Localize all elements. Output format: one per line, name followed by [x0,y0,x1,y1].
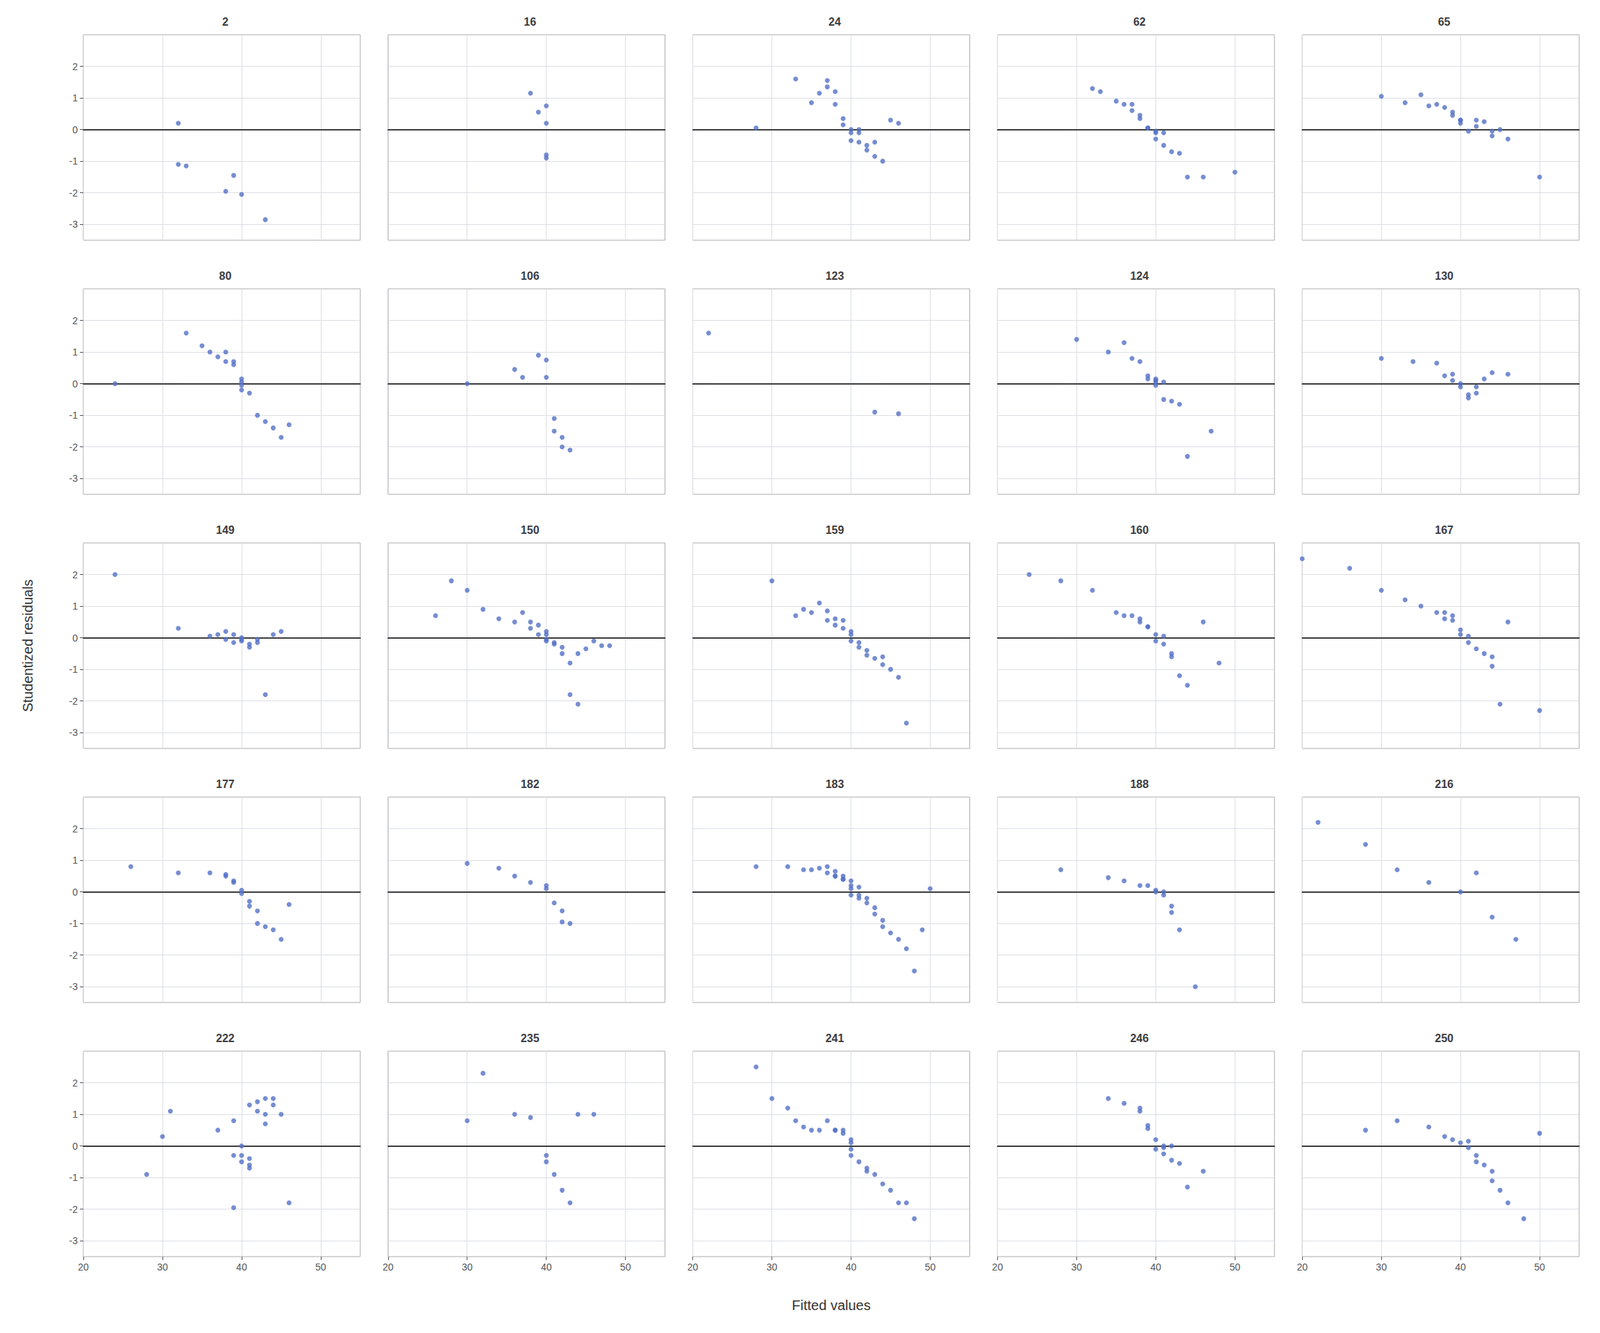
svg-text:65: 65 [1438,15,1451,28]
svg-text:2: 2 [72,315,78,327]
svg-text:123: 123 [825,270,845,282]
svg-text:-1: -1 [69,409,79,421]
svg-text:-1: -1 [69,155,79,167]
svg-text:30: 30 [461,1261,473,1273]
svg-text:-3: -3 [69,981,79,993]
svg-text:40: 40 [540,1261,553,1273]
svg-text:-2: -2 [69,950,79,962]
svg-text:222: 222 [215,1032,235,1045]
svg-text:20: 20 [992,1261,1004,1273]
svg-text:50: 50 [315,1261,327,1273]
svg-text:160: 160 [1129,524,1149,537]
svg-text:130: 130 [1434,270,1454,282]
svg-text:30: 30 [1071,1261,1083,1273]
svg-text:167: 167 [1434,524,1454,537]
svg-text:150: 150 [520,524,540,537]
svg-text:-1: -1 [69,663,79,675]
svg-text:0: 0 [72,632,78,644]
svg-text:-2: -2 [69,695,79,707]
svg-text:177: 177 [215,778,235,791]
svg-text:80: 80 [219,270,232,282]
svg-text:0: 0 [72,1140,78,1153]
svg-text:1: 1 [72,92,78,104]
svg-text:188: 188 [1129,778,1149,791]
svg-text:246: 246 [1129,1032,1149,1045]
svg-text:1: 1 [72,1109,78,1121]
svg-text:2: 2 [72,823,78,835]
svg-text:-3: -3 [69,472,79,485]
svg-text:-2: -2 [69,187,79,199]
svg-text:2: 2 [222,15,229,28]
svg-text:-3: -3 [69,1235,79,1247]
svg-text:Fitted values: Fitted values [791,1297,871,1314]
svg-text:20: 20 [1296,1261,1308,1273]
svg-text:241: 241 [825,1032,845,1045]
svg-text:30: 30 [156,1261,169,1273]
svg-text:20: 20 [687,1261,699,1273]
svg-text:-2: -2 [69,441,79,453]
svg-text:124: 124 [1129,270,1149,282]
svg-text:20: 20 [77,1261,89,1273]
svg-text:30: 30 [766,1261,778,1273]
svg-text:-3: -3 [69,727,79,739]
svg-text:40: 40 [1454,1261,1466,1273]
svg-text:250: 250 [1434,1032,1454,1045]
svg-text:Studentized residuals: Studentized residuals [20,579,36,712]
svg-text:235: 235 [520,1032,540,1045]
svg-text:182: 182 [520,778,540,791]
svg-text:0: 0 [72,378,78,390]
svg-text:106: 106 [520,270,540,282]
svg-text:-2: -2 [69,1204,79,1216]
svg-text:216: 216 [1434,778,1454,791]
svg-text:149: 149 [215,524,235,537]
svg-text:-3: -3 [69,218,79,230]
svg-text:1: 1 [72,346,78,358]
svg-text:62: 62 [1133,15,1146,28]
svg-text:50: 50 [925,1261,937,1273]
svg-text:1: 1 [72,854,78,866]
svg-text:50: 50 [620,1261,632,1273]
svg-text:2: 2 [72,569,78,581]
svg-text:0: 0 [72,886,78,898]
svg-text:2: 2 [72,1077,78,1089]
svg-text:-1: -1 [69,1172,79,1184]
svg-text:24: 24 [828,15,841,28]
svg-text:40: 40 [1150,1261,1162,1273]
svg-text:183: 183 [825,778,845,791]
svg-text:30: 30 [1375,1261,1387,1273]
svg-text:2: 2 [72,61,78,73]
svg-text:20: 20 [382,1261,394,1273]
svg-text:50: 50 [1229,1261,1241,1273]
svg-text:0: 0 [72,124,78,136]
svg-text:159: 159 [825,524,845,537]
svg-text:50: 50 [1534,1261,1546,1273]
svg-text:40: 40 [845,1261,857,1273]
svg-text:-1: -1 [69,918,79,930]
svg-text:16: 16 [523,15,537,28]
svg-text:40: 40 [236,1261,248,1273]
svg-text:1: 1 [72,600,78,612]
